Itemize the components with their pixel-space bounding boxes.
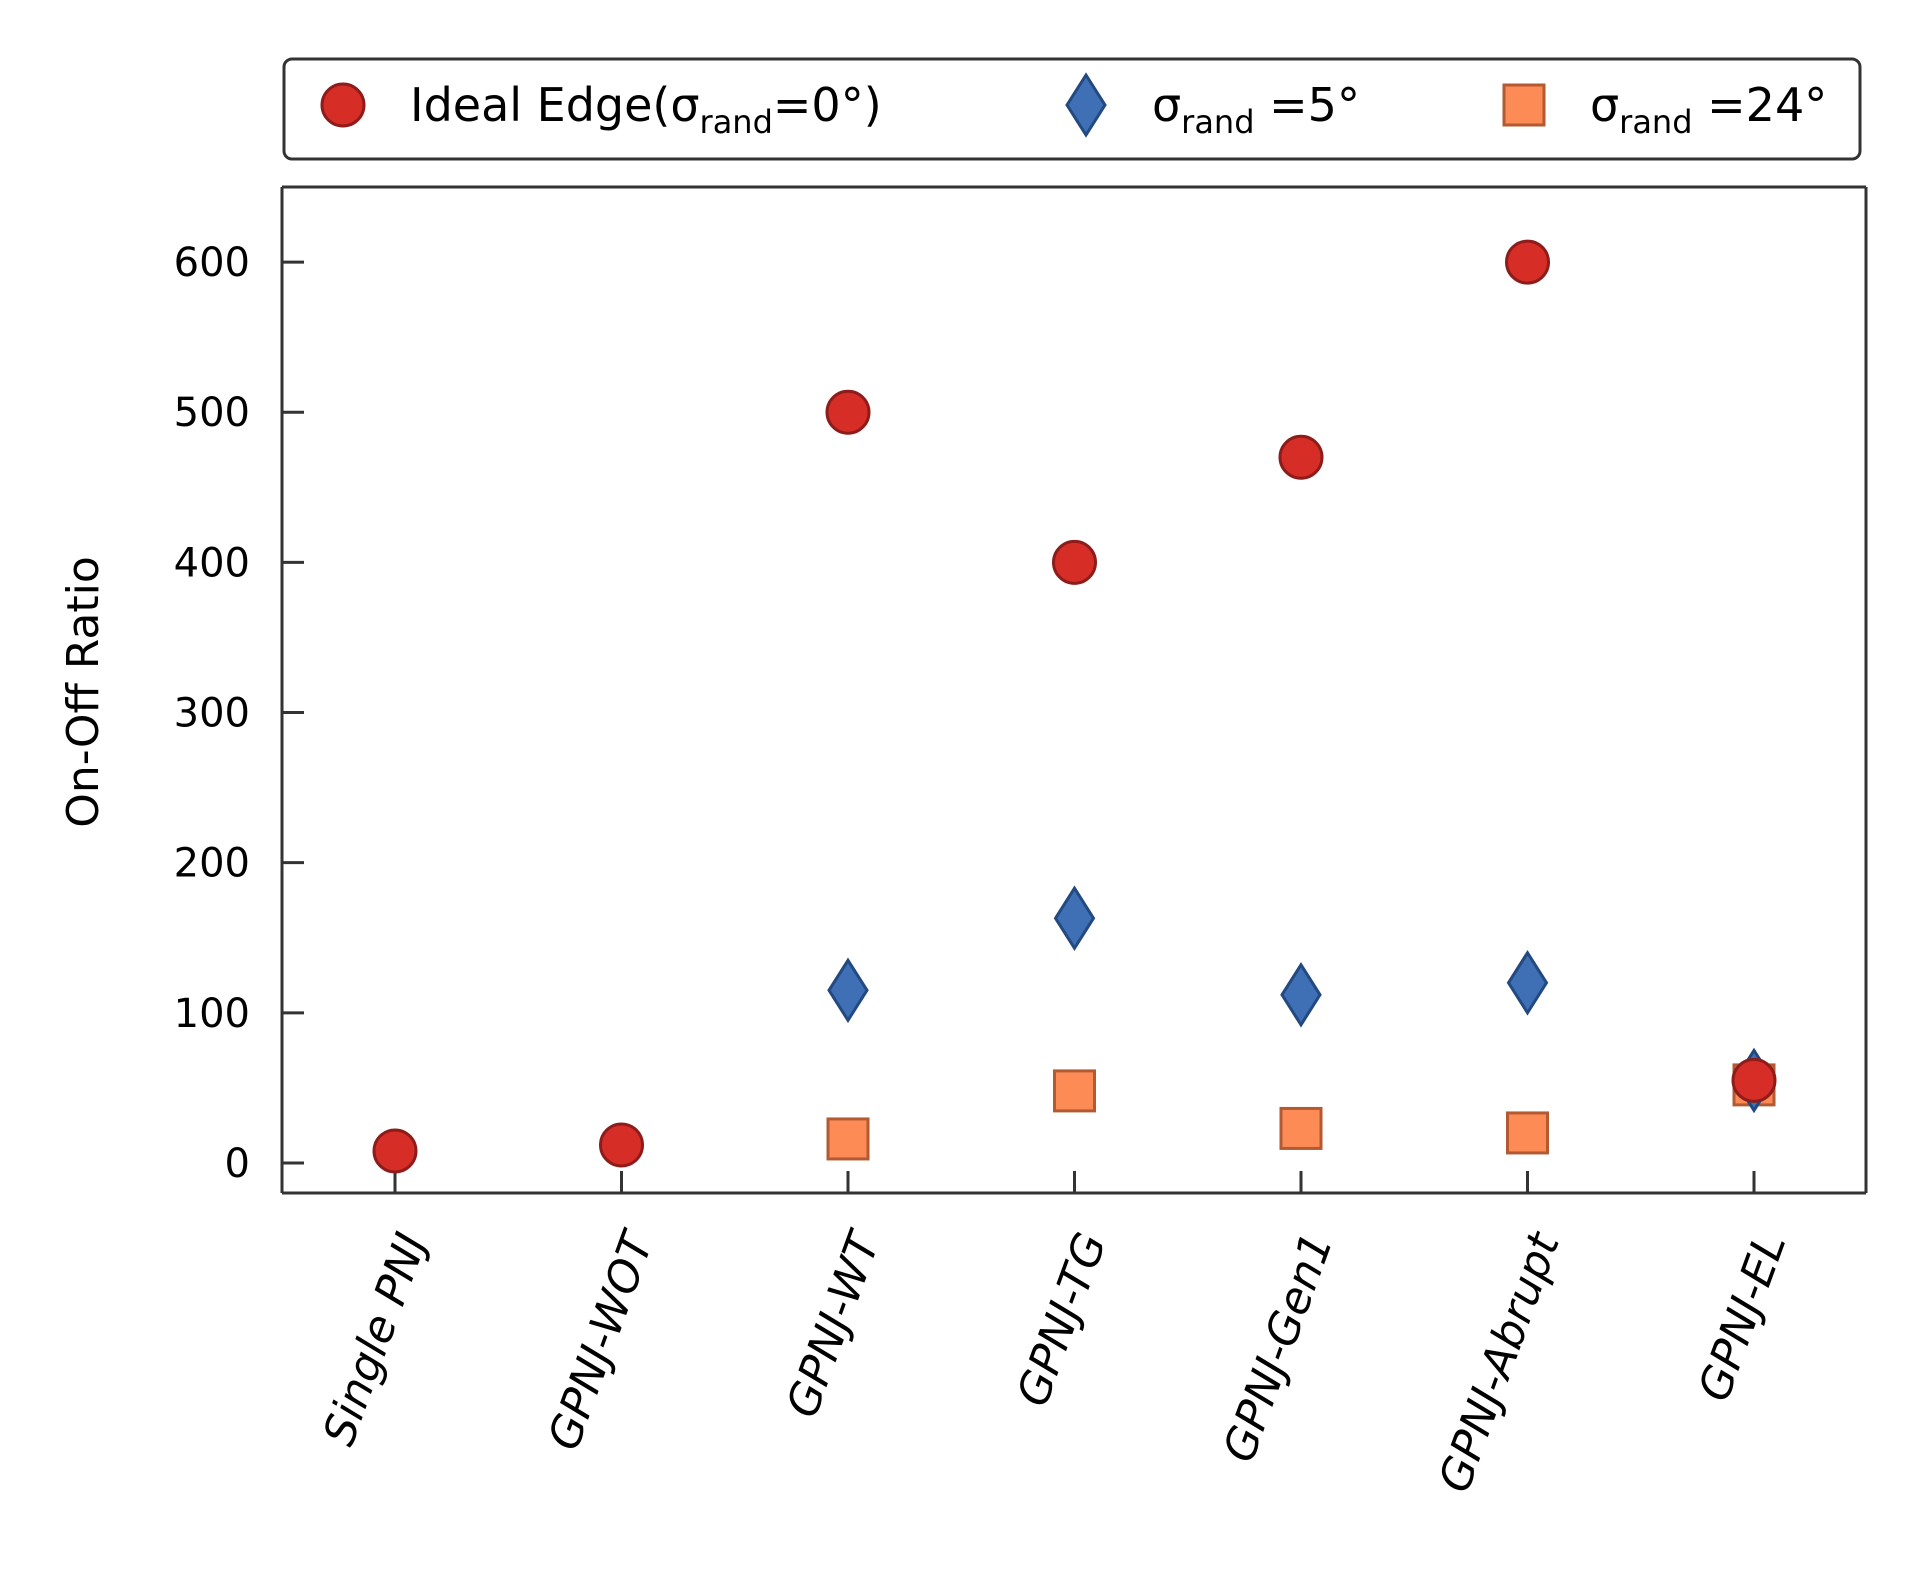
data-point-circle bbox=[1731, 1057, 1777, 1103]
y-tick-label: 200 bbox=[174, 841, 250, 887]
data-point-circle bbox=[1505, 239, 1550, 285]
legend-label: Ideal Edge(σrand=0°) bbox=[410, 78, 882, 141]
data-point-diamond bbox=[1053, 885, 1096, 952]
x-tick-label: GPNJ-Gen1 bbox=[1214, 1226, 1344, 1468]
data-point-diamond bbox=[827, 957, 869, 1024]
data-point-square bbox=[826, 1117, 870, 1161]
y-tick-label: 0 bbox=[225, 1141, 250, 1187]
legend-marker-diamond bbox=[1065, 72, 1107, 138]
x-tick-label: GPNJ-Abrupt bbox=[1429, 1225, 1570, 1499]
x-tick-label: GPNJ-WOT bbox=[538, 1223, 665, 1456]
legend-label: σrand =5° bbox=[1152, 78, 1360, 141]
plot-area: 0 100 200 300 400 500 600 Single PNJ GPNJ-WOT GP… bbox=[174, 185, 1868, 1499]
legend-label: σrand =24° bbox=[1590, 78, 1827, 141]
y-tick-label: 400 bbox=[174, 540, 250, 586]
legend-items: Ideal Edge(σrand=0°) σrand =5° σrand =24° bbox=[320, 72, 1827, 141]
data-point-square bbox=[1279, 1106, 1323, 1150]
y-tick-label: 500 bbox=[174, 390, 250, 436]
data-point-square bbox=[1506, 1111, 1549, 1155]
legend-marker-circle bbox=[320, 82, 366, 128]
legend: Ideal Edge(σrand=0°) σrand =5° σrand =24° bbox=[282, 57, 1862, 161]
data-point-circle bbox=[1052, 539, 1097, 585]
markers bbox=[372, 239, 1777, 1174]
y-tick-label: 300 bbox=[174, 691, 250, 737]
x-ticks: Single PNJ GPNJ-WOT GPNJ-WT GPNJ-TG GPNJ-Gen… bbox=[314, 1171, 1797, 1499]
y-ticks: 0 100 200 300 400 500 600 bbox=[174, 240, 304, 1187]
data-point-circle bbox=[1278, 434, 1324, 480]
y-axis-title: On-Off Ratio bbox=[58, 556, 109, 828]
legend-marker-square bbox=[1502, 83, 1546, 127]
data-point-circle bbox=[825, 389, 871, 435]
y-tick-label: 600 bbox=[174, 240, 250, 286]
x-tick-label: Single PNJ bbox=[314, 1226, 438, 1452]
x-tick-label: GPNJ-TG bbox=[1007, 1226, 1117, 1413]
data-point-circle bbox=[599, 1122, 644, 1168]
data-point-square bbox=[1053, 1069, 1096, 1113]
data-point-diamond bbox=[1280, 961, 1322, 1028]
y-tick-label: 100 bbox=[174, 991, 250, 1037]
data-point-diamond bbox=[1506, 949, 1549, 1016]
x-tick-label: GPNJ-WT bbox=[777, 1223, 892, 1424]
data-point-circle bbox=[372, 1128, 418, 1174]
x-tick-label: GPNJ-EL bbox=[1689, 1226, 1797, 1408]
